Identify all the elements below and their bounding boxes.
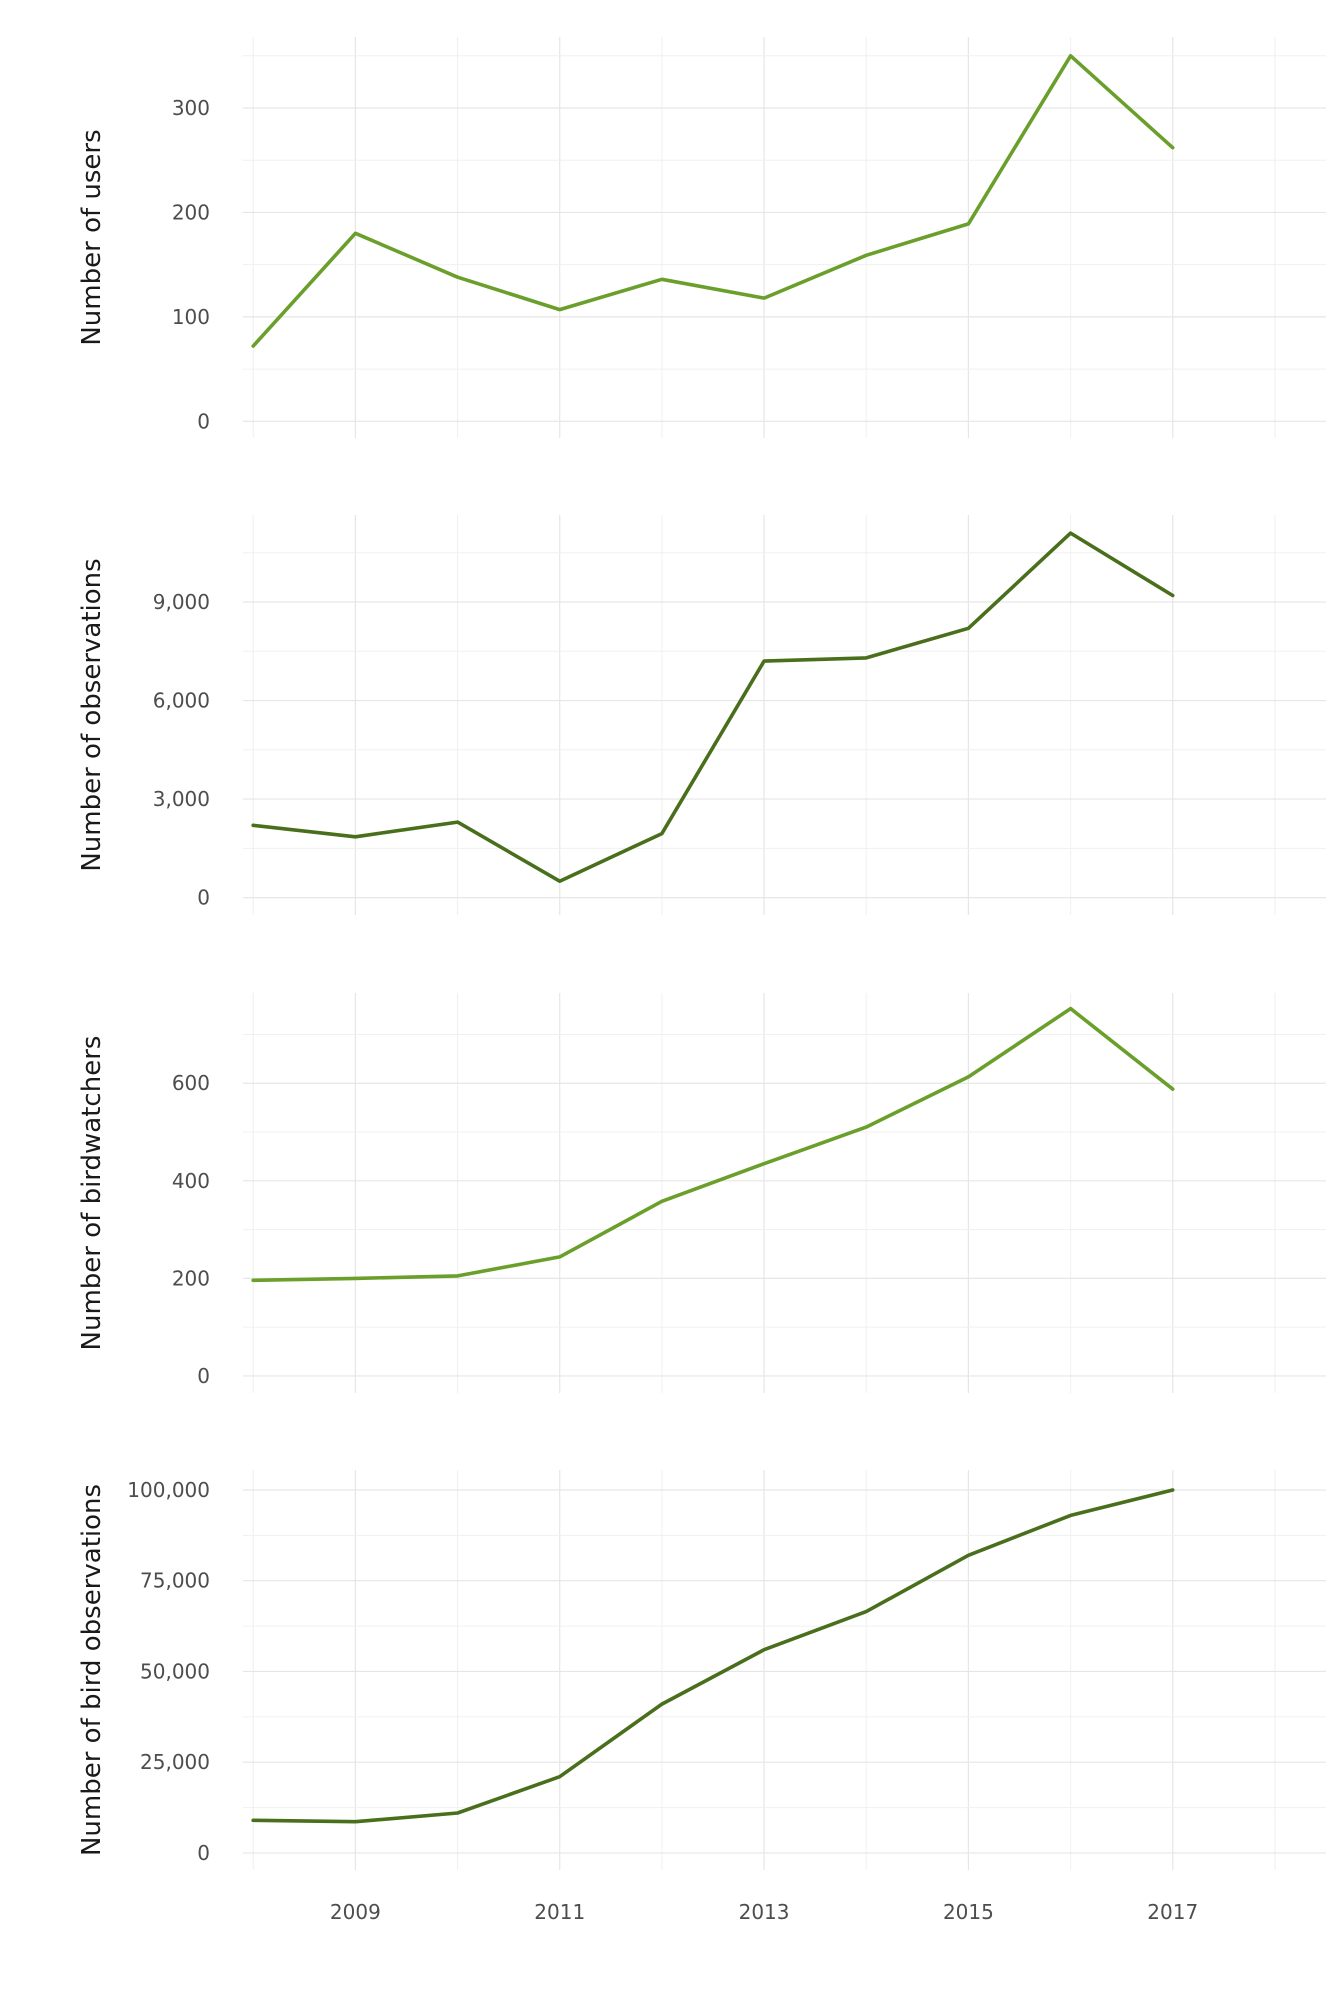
series-line — [251, 531, 1175, 884]
x-tick-label: 2011 — [534, 1900, 585, 1924]
y-tick-label: 100 — [172, 305, 210, 329]
y-tick-label: 400 — [172, 1169, 210, 1193]
x-tick-label: 2013 — [739, 1900, 790, 1924]
y-tick-label: 0 — [197, 1364, 210, 1388]
y-tick-label: 200 — [172, 200, 210, 224]
series-line — [251, 1006, 1175, 1283]
y-tick-label: 6,000 — [153, 689, 210, 713]
y-tick-label: 50,000 — [140, 1659, 210, 1683]
shared-x-axis: 2009 2011 2013 2015 2017 — [330, 1900, 1198, 1924]
y-tick-label: 9,000 — [153, 590, 210, 614]
y-axis-title: Number of birdwatchers — [77, 1036, 107, 1351]
y-axis-title: Number of observations — [77, 558, 107, 871]
y-tick-label: 300 — [172, 96, 210, 120]
y-tick-label: 200 — [172, 1266, 210, 1290]
y-tick-label: 100,000 — [127, 1478, 210, 1502]
x-tick-label: 2017 — [1147, 1900, 1198, 1924]
y-tick-label: 600 — [172, 1071, 210, 1095]
series-line — [251, 1488, 1175, 1824]
y-tick-label: 3,000 — [153, 787, 210, 811]
y-tick-label: 0 — [197, 1841, 210, 1865]
chart-panel-1: 0 100 200 300 Number of users — [77, 37, 1326, 438]
x-tick-label: 2015 — [943, 1900, 994, 1924]
chart-panel-2: 0 3,000 6,000 9,000 Number of observations — [77, 515, 1326, 915]
chart-panel-4: 0 25,000 50,000 75,000 100,000 Number of bird… — [77, 1470, 1326, 1870]
y-tick-label: 0 — [197, 886, 210, 910]
y-axis-title: Number of users — [77, 129, 107, 345]
y-tick-label: 75,000 — [140, 1569, 210, 1593]
y-tick-label: 0 — [197, 409, 210, 433]
chart-panels: 0 100 200 300 Number of users 0 3,000 6,000 9,00… — [77, 37, 1326, 1870]
y-tick-label: 25,000 — [140, 1750, 210, 1774]
chart-panel-3: 0 200 400 600 Number of birdwatchers — [77, 993, 1326, 1393]
x-tick-label: 2009 — [330, 1900, 381, 1924]
y-axis-title: Number of bird observations — [77, 1484, 107, 1856]
series-line — [251, 53, 1175, 348]
